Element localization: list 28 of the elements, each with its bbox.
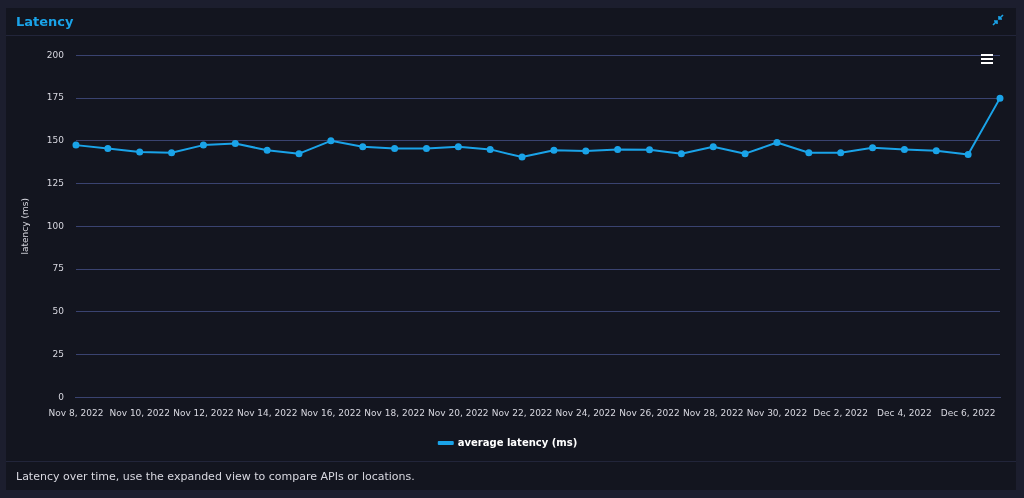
y-tick-label: 125 [46,177,64,188]
x-tick-label: Nov 8, 2022 [48,407,104,418]
x-tick-label: Nov 26, 2022 [619,407,680,418]
x-tick-label: Dec 4, 2022 [877,407,932,418]
y-tick-label: 50 [52,306,65,317]
x-tick-label: Dec 6, 2022 [940,407,996,418]
x-tick-label: Nov 22, 2022 [491,407,553,418]
y-tick-label: 150 [46,135,65,146]
x-tick-label: Nov 20, 2022 [428,407,489,418]
y-tick-label: 75 [52,263,64,274]
x-tick-label: Dec 2, 2022 [813,407,869,418]
x-tick-label: Nov 12, 2022 [173,407,234,418]
legend-label: average latency (ms) [457,436,578,448]
y-tick-label: 25 [52,348,64,359]
x-tick-label: Nov 28, 2022 [682,407,744,418]
y-tick-label: 200 [46,49,65,60]
y-axis-title: latency (ms) [19,198,30,255]
x-tick-label: Nov 24, 2022 [555,407,617,418]
x-tick-label: Nov 10, 2022 [109,407,170,418]
x-tick-label: Nov 18, 2022 [364,407,425,418]
x-tick-label: Nov 30, 2022 [746,407,808,418]
y-tick-label: 0 [58,391,65,402]
x-tick-label: Nov 16, 2022 [300,407,362,418]
y-tick-label: 100 [46,220,65,231]
y-tick-label: 175 [46,92,64,103]
chart-title: Latency [16,14,74,29]
text: Latency over time, use the expanded view to compare APIs or locations. [16,470,415,483]
x-tick-label: Nov 14, 2022 [236,407,298,418]
